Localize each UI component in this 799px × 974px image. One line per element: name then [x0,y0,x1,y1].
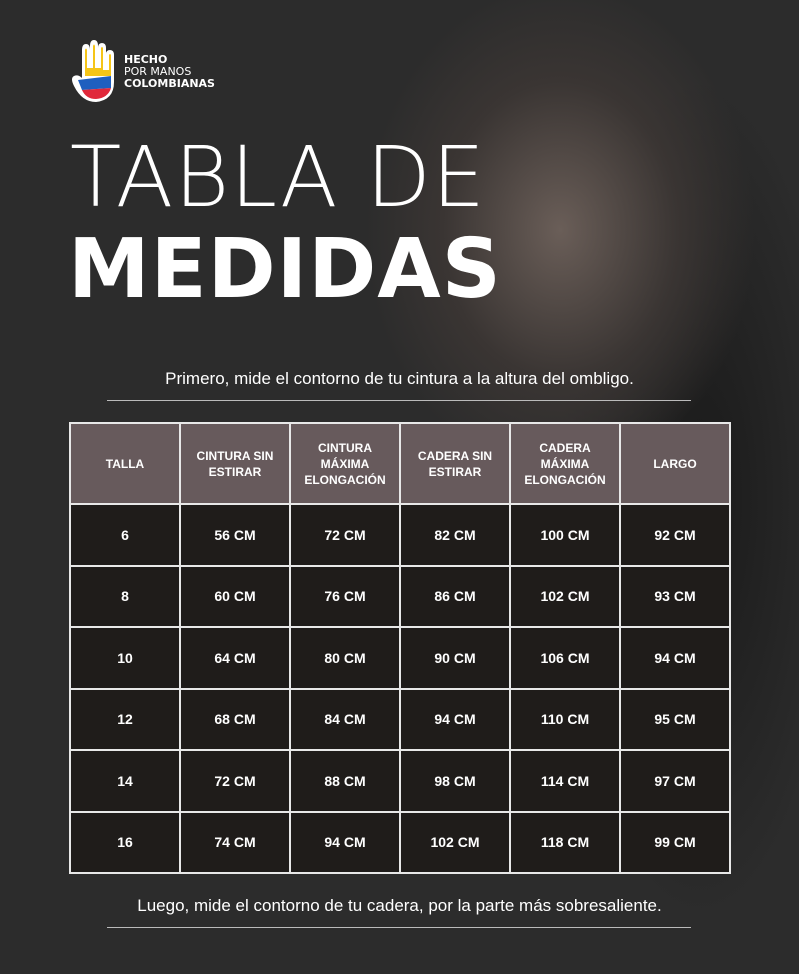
table-cell: 99 CM [619,810,731,874]
table-cell: 8 [69,564,181,628]
header-cell: LARGO [619,422,731,505]
table-cell: 106 CM [509,626,621,690]
table-cell: 12 [69,687,181,751]
logo-line-3: COLOMBIANAS [124,77,215,90]
table-cell: 68 CM [179,687,291,751]
table-cell: 97 CM [619,749,731,813]
table-cell: 76 CM [289,564,401,628]
table-cell: 102 CM [399,810,511,874]
header-cell: CINTURA MÁXIMA ELONGACIÓN [289,422,401,505]
table-cell: 88 CM [289,749,401,813]
table-row: 6 56 CM 72 CM 82 CM 100 CM 92 CM [69,503,731,567]
table-cell: 16 [69,810,181,874]
table-cell: 80 CM [289,626,401,690]
table-cell: 6 [69,503,181,567]
table-row: 14 72 CM 88 CM 98 CM 114 CM 97 CM [69,749,731,813]
table-cell: 10 [69,626,181,690]
logo-line-2: POR MANOS [124,65,192,78]
table-cell: 98 CM [399,749,511,813]
header-cell: CADERA SIN ESTIRAR [399,422,511,505]
table-cell: 72 CM [289,503,401,567]
table-cell: 92 CM [619,503,731,567]
hand-flag-icon [72,40,114,102]
table-cell: 94 CM [619,626,731,690]
header-cell: CADERA MÁXIMA ELONGACIÓN [509,422,621,505]
header-cell: TALLA [69,422,181,505]
table-cell: 93 CM [619,564,731,628]
table-cell: 56 CM [179,503,291,567]
table-cell: 95 CM [619,687,731,751]
title-line-2: MEDIDAS [68,222,502,317]
logo-line-1: HECHO [124,53,168,66]
table-cell: 114 CM [509,749,621,813]
table-cell: 86 CM [399,564,511,628]
table-cell: 74 CM [179,810,291,874]
title-line-1: TABLA DE [70,128,486,226]
table-cell: 94 CM [289,810,401,874]
table-cell: 118 CM [509,810,621,874]
table-row: 10 64 CM 80 CM 90 CM 106 CM 94 CM [69,626,731,690]
instruction-top: Primero, mide el contorno de tu cintura … [165,369,634,388]
divider-top [107,400,691,401]
logo: HECHO POR MANOS COLOMBIANAS [68,38,215,106]
instruction-bottom: Luego, mide el contorno de tu cadera, po… [137,896,662,915]
table-cell: 94 CM [399,687,511,751]
table-cell: 60 CM [179,564,291,628]
table-cell: 90 CM [399,626,511,690]
table-row: 8 60 CM 76 CM 86 CM 102 CM 93 CM [69,564,731,628]
table-cell: 102 CM [509,564,621,628]
table-cell: 14 [69,749,181,813]
table-cell: 84 CM [289,687,401,751]
size-table: TALLA CINTURA SIN ESTIRAR CINTURA MÁXIMA… [69,422,731,874]
header-cell: CINTURA SIN ESTIRAR [179,422,291,505]
table-cell: 72 CM [179,749,291,813]
table-cell: 64 CM [179,626,291,690]
divider-bottom [107,927,691,928]
table-cell: 100 CM [509,503,621,567]
table-cell: 110 CM [509,687,621,751]
table-header-row: TALLA CINTURA SIN ESTIRAR CINTURA MÁXIMA… [69,422,731,505]
table-row: 16 74 CM 94 CM 102 CM 118 CM 99 CM [69,810,731,874]
table-cell: 82 CM [399,503,511,567]
table-row: 12 68 CM 84 CM 94 CM 110 CM 95 CM [69,687,731,751]
